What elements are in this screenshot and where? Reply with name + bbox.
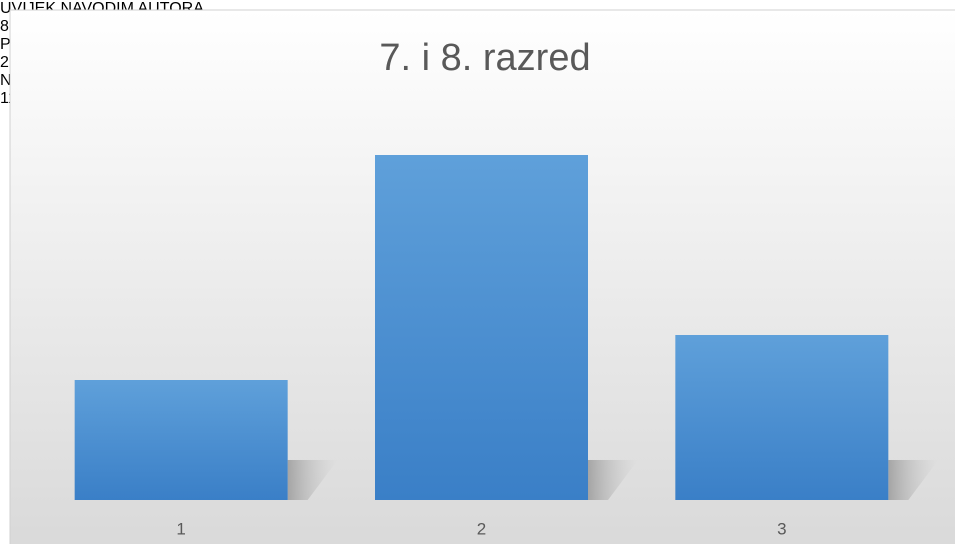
x-tick-label: 2 xyxy=(477,519,486,538)
bar-shadow xyxy=(287,460,338,500)
bar xyxy=(74,380,288,500)
bar xyxy=(675,335,889,500)
bar-shadow xyxy=(888,460,939,500)
x-tick-label: 1 xyxy=(176,519,185,538)
bar-shadow xyxy=(588,460,638,500)
bar xyxy=(375,155,588,500)
x-tick-label: 3 xyxy=(777,519,786,538)
data-label-value: 8 xyxy=(0,18,9,35)
chart-title: 7. i 8. razred xyxy=(379,37,590,79)
